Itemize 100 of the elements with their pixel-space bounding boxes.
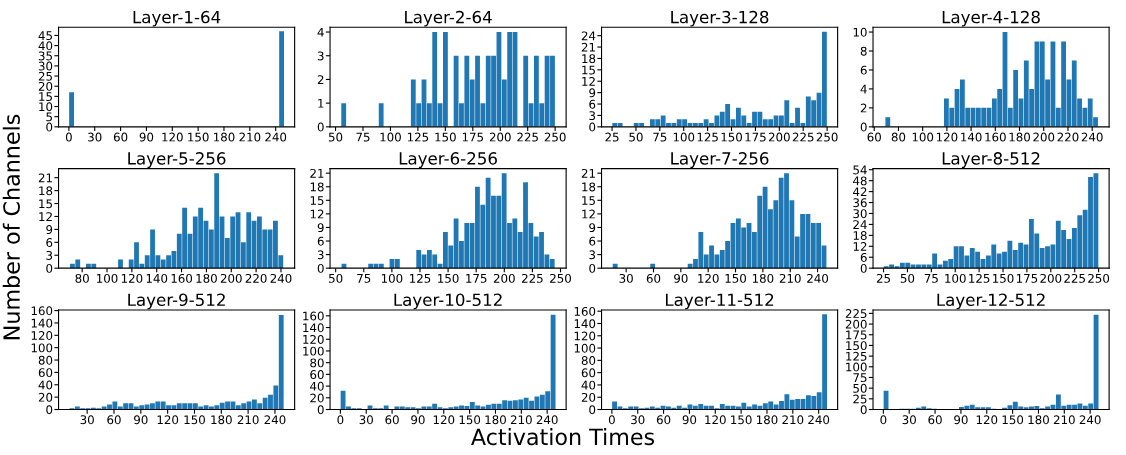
y-tick-label: 48 — [853, 176, 867, 186]
x-tick-label: 210 — [779, 273, 801, 283]
x-tick-label: 200 — [1040, 273, 1062, 283]
x-tick-label: 100 — [912, 132, 934, 142]
y-tick-label: 6 — [860, 65, 867, 75]
x-tick-label: 120 — [162, 132, 183, 142]
x-tick-label: 180 — [1009, 132, 1030, 142]
y-tick-label: 18 — [582, 54, 596, 64]
y-tick-label: 24 — [581, 31, 596, 41]
y-tick-label: 160 — [31, 306, 53, 316]
x-tick-label: 75 — [924, 274, 938, 283]
y-tick-label: 140 — [303, 323, 324, 333]
y-tick-label: 0 — [589, 405, 596, 415]
chart-title: Layer-5-256 — [128, 152, 226, 168]
x-tick-label: 60 — [107, 415, 121, 425]
y-tick-label: 0 — [860, 122, 867, 132]
y-tick-label: 60 — [310, 370, 324, 380]
x-tick-label: 250 — [550, 273, 571, 283]
x-tick-label: 210 — [1053, 415, 1075, 425]
chart-title: Layer-7-256 — [671, 152, 769, 168]
chart-title: Layer-8-512 — [942, 152, 1040, 168]
x-tick-label: 200 — [1033, 132, 1055, 142]
y-tick-label: 4 — [860, 84, 867, 94]
y-tick-label: 54 — [853, 165, 867, 175]
y-tick-label: 1 — [318, 99, 324, 108]
chart-title: Layer-4-128 — [942, 10, 1040, 27]
y-tick-label: 150 — [846, 341, 867, 351]
x-tick-label: 150 — [459, 415, 481, 425]
x-tick-label: 150 — [721, 132, 743, 142]
y-tick-label: 120 — [31, 331, 53, 340]
y-tick-label: 0 — [46, 263, 53, 273]
x-tick-label: 30 — [619, 273, 633, 283]
y-tick-label: 60 — [581, 368, 596, 378]
y-tick-label: 160 — [303, 311, 324, 321]
x-tick-label: 75 — [356, 132, 370, 142]
y-tick-label: 3 — [589, 111, 596, 121]
y-tick-label: 18 — [310, 182, 324, 192]
x-tick-label: 60 — [928, 415, 942, 425]
x-tick-label: 120 — [121, 273, 143, 283]
y-tick-label: 40 — [38, 380, 53, 390]
y-tick-label: 8 — [860, 46, 867, 56]
y-tick-label: 0 — [46, 122, 53, 132]
y-tick-label: 140 — [574, 319, 596, 329]
x-tick-label: 250 — [1088, 273, 1110, 283]
x-tick-label: 30 — [88, 132, 102, 142]
chart-title: Layer-11-512 — [665, 293, 774, 310]
x-tick-label: 150 — [438, 273, 459, 283]
x-tick-label: 210 — [239, 132, 261, 142]
x-tick-label: 175 — [1016, 274, 1038, 283]
y-tick-label: 20 — [38, 81, 53, 91]
y-tick-label: 20 — [310, 393, 324, 403]
x-tick-label: 60 — [867, 132, 881, 142]
x-tick-label: 90 — [134, 415, 148, 425]
y-tick-label: 6 — [317, 236, 324, 246]
y-tick-label: 125 — [846, 351, 867, 361]
x-tick-label: 240 — [270, 273, 292, 283]
y-tick-label: 0 — [589, 263, 596, 273]
x-tick-label: 120 — [698, 273, 719, 283]
y-tick-label: 15 — [310, 196, 324, 205]
x-tick-label: 100 — [97, 273, 118, 283]
y-tick-label: 2 — [317, 75, 324, 84]
y-tick-label: 100 — [846, 362, 867, 372]
x-tick-label: 210 — [782, 415, 804, 425]
x-tick-label: 220 — [1057, 132, 1079, 142]
y-tick-label: 18 — [582, 182, 596, 192]
x-tick-label: 250 — [544, 132, 566, 142]
y-tick-label: 6 — [589, 99, 596, 109]
y-tick-label: 6 — [46, 238, 53, 247]
chart-title: Layer-2-64 — [405, 10, 492, 27]
x-tick-label: 240 — [265, 132, 287, 142]
y-tick-label: 15 — [39, 199, 52, 209]
x-tick-label: 210 — [237, 415, 259, 425]
y-tick-label: 21 — [581, 168, 595, 178]
y-tick-label: 12 — [853, 242, 867, 251]
y-tick-label: 80 — [581, 356, 596, 365]
x-tick-label: 80 — [891, 132, 906, 142]
x-tick-label: 225 — [1064, 273, 1085, 283]
y-tick-label: 2 — [860, 103, 867, 113]
x-tick-label: 200 — [489, 132, 511, 142]
x-tick-label: 150 — [184, 415, 205, 425]
y-tick-label: 3 — [589, 250, 596, 260]
x-tick-label: 125 — [697, 132, 718, 142]
x-tick-label: 0 — [337, 415, 344, 425]
x-tick-label: 180 — [757, 415, 778, 425]
x-tick-label: 200 — [493, 273, 515, 283]
x-tick-label: 100 — [673, 132, 695, 142]
y-tick-label: 25 — [38, 71, 52, 81]
y-tick-label: 42 — [853, 187, 867, 197]
x-tick-label: 25 — [876, 273, 891, 283]
y-tick-label: 18 — [853, 231, 867, 241]
x-tick-label: 75 — [653, 132, 667, 142]
y-tick-label: 40 — [310, 381, 324, 391]
x-tick-label: 120 — [976, 415, 998, 425]
y-tick-label: 5 — [46, 112, 52, 122]
y-tick-label: 12 — [39, 212, 52, 221]
y-tick-label: 120 — [303, 334, 324, 344]
y-tick-label: 0 — [589, 122, 596, 132]
x-tick-label: 100 — [381, 273, 403, 283]
y-tick-label: 80 — [310, 358, 324, 368]
x-tick-label: 50 — [328, 132, 343, 142]
